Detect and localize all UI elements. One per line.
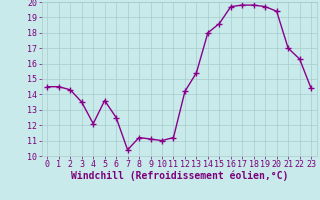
X-axis label: Windchill (Refroidissement éolien,°C): Windchill (Refroidissement éolien,°C) xyxy=(70,171,288,181)
